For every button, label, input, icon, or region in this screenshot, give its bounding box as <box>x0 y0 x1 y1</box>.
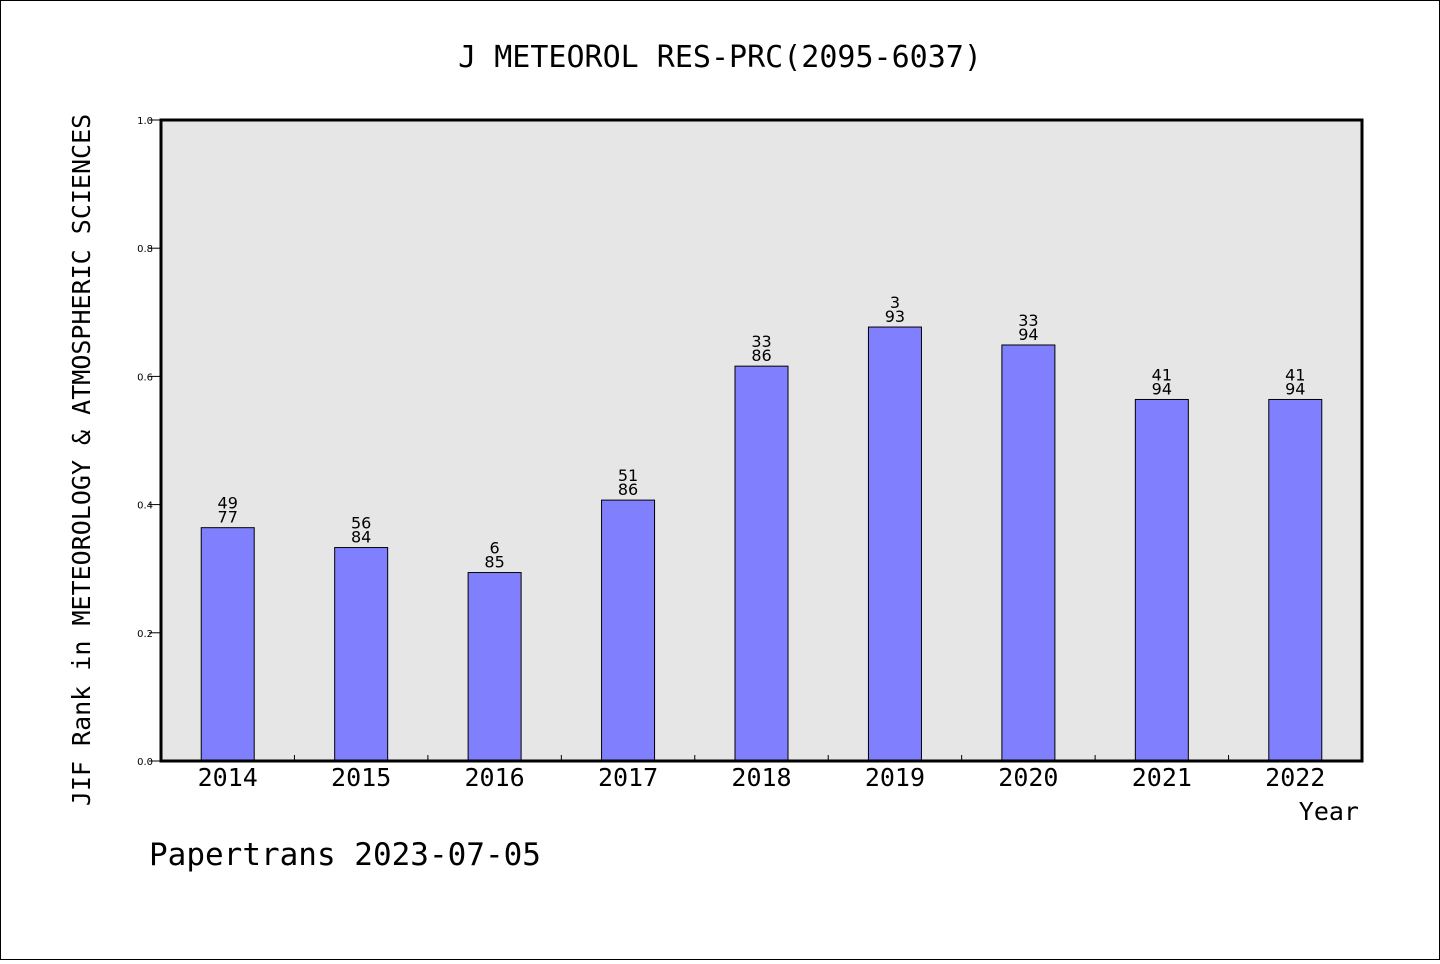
bar-rank-label: 33 <box>1018 311 1038 330</box>
y-tick-label: 1.0 <box>137 116 153 127</box>
x-tick-label: 2020 <box>998 763 1058 792</box>
footer-text: Papertrans 2023-07-05 <box>149 837 541 873</box>
bar-2016 <box>467 572 522 762</box>
x-tick-label: 2018 <box>731 763 791 792</box>
y-tick-label: 0.2 <box>137 629 153 640</box>
bar-rank-label: 41 <box>1152 365 1172 384</box>
y-axis-label: JIF Rank in METEOROLOGY & ATMOSPHERIC SC… <box>67 114 96 806</box>
bar-total-label: 85 <box>484 553 504 572</box>
x-axis-label: Year <box>1299 797 1359 826</box>
bar-total-label: 84 <box>351 528 371 547</box>
axes-layer: 0.0 0.2 0.4 0.6 0.8 1.0 2014 2015 2016 2017 2018 20… <box>137 116 1325 792</box>
x-tick-label: 2019 <box>865 763 925 792</box>
bar-total-label: 86 <box>751 346 771 365</box>
bar-rank-label: 51 <box>618 466 638 485</box>
bar-total-label: 94 <box>1152 379 1172 398</box>
bar-total-label: 86 <box>618 480 638 499</box>
bar-total-label: 93 <box>885 307 905 326</box>
chart-title: J METEOROL RES-PRC(2095-6037) <box>458 40 982 75</box>
bar-rank-label: 3 <box>890 293 900 312</box>
bar-2019 <box>867 326 922 762</box>
x-tick-label: 2017 <box>598 763 658 792</box>
x-tick-label: 2021 <box>1132 763 1192 792</box>
bar-2021 <box>1134 398 1189 762</box>
bar-rank-label: 49 <box>218 494 238 513</box>
x-tick-label: 2015 <box>331 763 391 792</box>
bar-total-label: 94 <box>1018 325 1038 344</box>
bar-rank-label: 33 <box>751 332 771 351</box>
bar-2018 <box>734 365 789 762</box>
bar-2015 <box>334 547 389 762</box>
y-tick-label: 0.0 <box>137 757 153 768</box>
bar-rank-label: 6 <box>490 539 500 558</box>
bar-total-label: 94 <box>1285 379 1305 398</box>
bar-total-label: 77 <box>218 508 238 527</box>
bar-2014 <box>200 527 255 762</box>
x-tick-label: 2014 <box>198 763 258 792</box>
x-tick-label: 2016 <box>465 763 525 792</box>
plot-border <box>159 118 1364 763</box>
bar-2017 <box>601 499 656 762</box>
y-tick-label: 0.8 <box>137 244 153 255</box>
bar-rank-label: 56 <box>351 514 371 533</box>
bar-2020 <box>1001 344 1056 762</box>
bar-2022 <box>1268 398 1323 762</box>
x-tick-label: 2022 <box>1265 763 1325 792</box>
bar-rank-label: 41 <box>1285 365 1305 384</box>
y-tick-label: 0.6 <box>137 372 153 383</box>
y-tick-label: 0.4 <box>137 501 153 512</box>
